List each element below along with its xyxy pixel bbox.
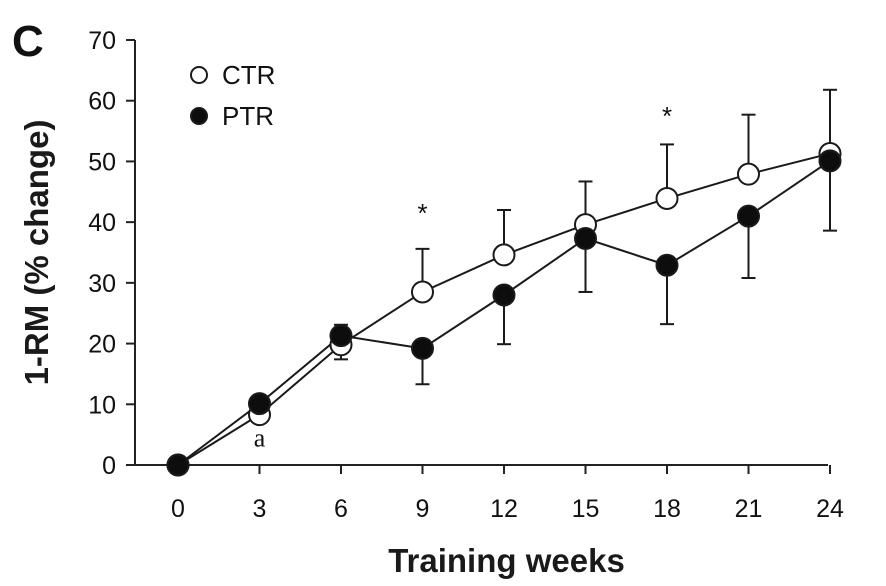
x-tick-label: 3 — [253, 495, 267, 523]
x-axis-title: Training weeks — [388, 542, 625, 579]
data-point — [492, 243, 516, 267]
data-point — [818, 149, 842, 173]
y-tick-label: 50 — [88, 148, 116, 176]
annotation-letter: a — [254, 424, 266, 453]
annotations: * * a — [254, 101, 672, 453]
legend-marker — [190, 107, 208, 125]
x-tick-label: 21 — [735, 495, 763, 523]
x-tick-label: 15 — [572, 495, 600, 523]
significance-marker: * — [662, 101, 672, 131]
data-point — [737, 162, 760, 186]
y-tick-label: 60 — [88, 88, 116, 116]
data-point — [166, 453, 190, 477]
x-tick-label: 18 — [653, 495, 681, 523]
data-point — [655, 186, 679, 210]
x-tick-label: 12 — [490, 495, 518, 523]
y-tick-label: 0 — [102, 452, 116, 480]
legend: CTR PTR — [190, 60, 275, 131]
y-axis-title: 1-RM (% change) — [18, 120, 55, 386]
panel-label: C — [12, 17, 44, 66]
series-ctr — [177, 88, 837, 466]
data-point — [737, 204, 760, 228]
x-tick-label: 9 — [416, 495, 430, 523]
axes — [134, 40, 828, 466]
series-ptr — [177, 159, 837, 466]
y-tick-label: 40 — [88, 209, 116, 237]
series-layer — [166, 88, 842, 477]
data-point — [248, 392, 271, 416]
data-point — [574, 227, 597, 251]
data-point — [655, 253, 679, 277]
legend-label: PTR — [222, 101, 274, 131]
y-tick-label: 30 — [88, 270, 116, 298]
ticks: 0 10 20 30 40 50 60 70 0 3 6 9 12 15 18 21 24 — [88, 27, 844, 523]
data-point — [492, 283, 516, 307]
data-point — [411, 336, 434, 360]
markers-ptr — [166, 149, 842, 477]
y-tick-label: 10 — [88, 391, 116, 419]
x-tick-label: 6 — [334, 495, 348, 523]
y-tick-label: 70 — [88, 27, 116, 55]
legend-label: CTR — [222, 60, 275, 90]
y-tick-label: 20 — [88, 331, 116, 359]
legend-marker — [190, 66, 208, 84]
data-point — [411, 280, 434, 304]
significance-marker: * — [417, 198, 427, 228]
data-point — [329, 324, 353, 348]
x-tick-label: 0 — [171, 495, 185, 523]
x-tick-label: 24 — [816, 495, 844, 523]
